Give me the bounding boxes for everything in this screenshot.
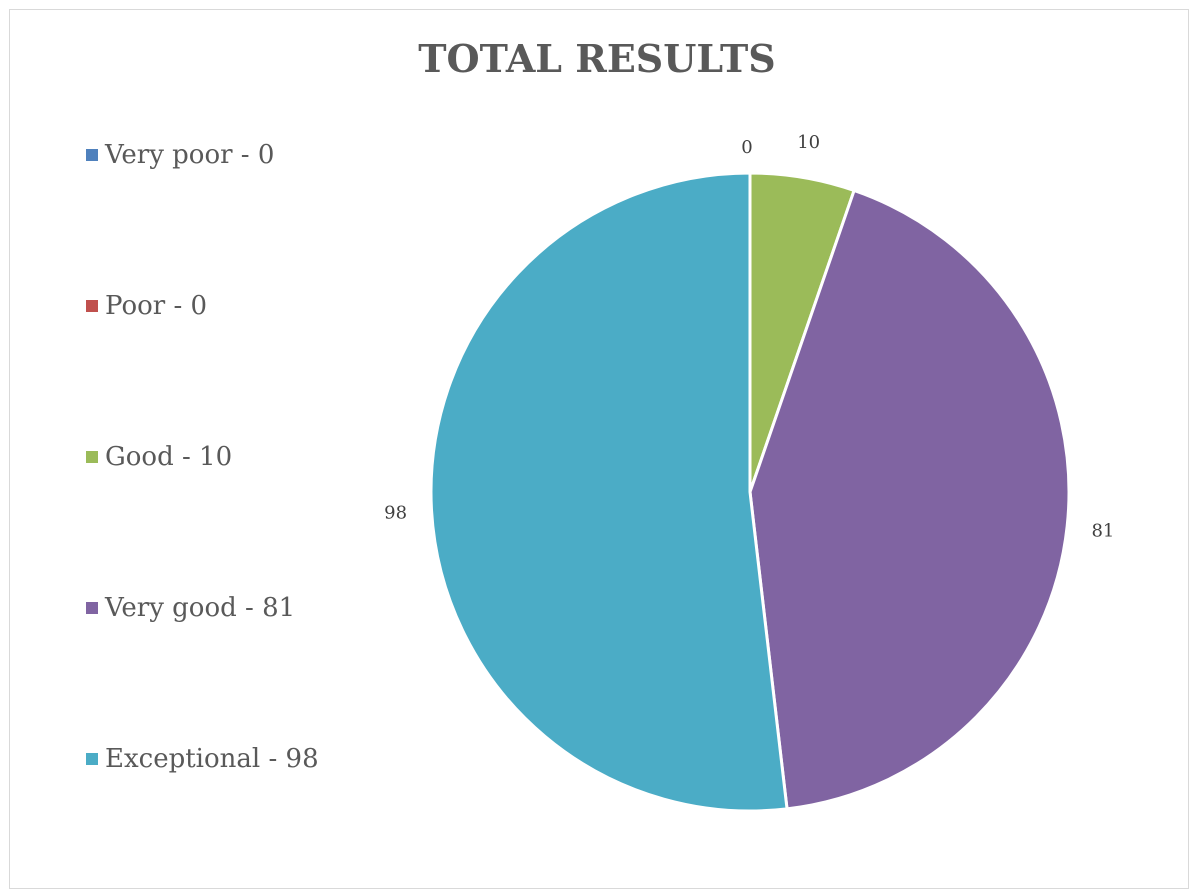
legend-item-very-poor: Very poor - 0 bbox=[86, 140, 274, 170]
chart-title: TOTAL RESULTS bbox=[418, 36, 776, 81]
legend-swatch-poor bbox=[86, 300, 98, 312]
legend-label-exceptional: Exceptional - 98 bbox=[105, 744, 319, 774]
legend-item-very-good: Very good - 81 bbox=[86, 593, 295, 623]
legend-item-poor: Poor - 0 bbox=[86, 291, 207, 321]
pie-slice-very-good bbox=[748, 188, 1071, 811]
data-label-very-good: 81 bbox=[1091, 520, 1114, 541]
legend-label-very-poor: Very poor - 0 bbox=[105, 140, 275, 170]
legend-label-poor: Poor - 0 bbox=[105, 291, 208, 321]
data-label-exceptional: 98 bbox=[384, 503, 407, 524]
legend-item-good: Good - 10 bbox=[86, 442, 232, 472]
pie-slice-exceptional bbox=[429, 171, 789, 813]
data-label-good: 10 bbox=[797, 132, 820, 153]
legend-item-exceptional: Exceptional - 98 bbox=[86, 744, 319, 774]
legend-label-good: Good - 10 bbox=[105, 442, 233, 472]
legend-swatch-very-good bbox=[86, 602, 98, 614]
legend-swatch-good bbox=[86, 451, 98, 463]
data-label-very-poor: 0 bbox=[741, 137, 752, 158]
legend-swatch-very-poor bbox=[86, 149, 98, 161]
legend-swatch-exceptional bbox=[86, 753, 98, 765]
legend-label-very-good: Very good - 81 bbox=[105, 593, 296, 623]
